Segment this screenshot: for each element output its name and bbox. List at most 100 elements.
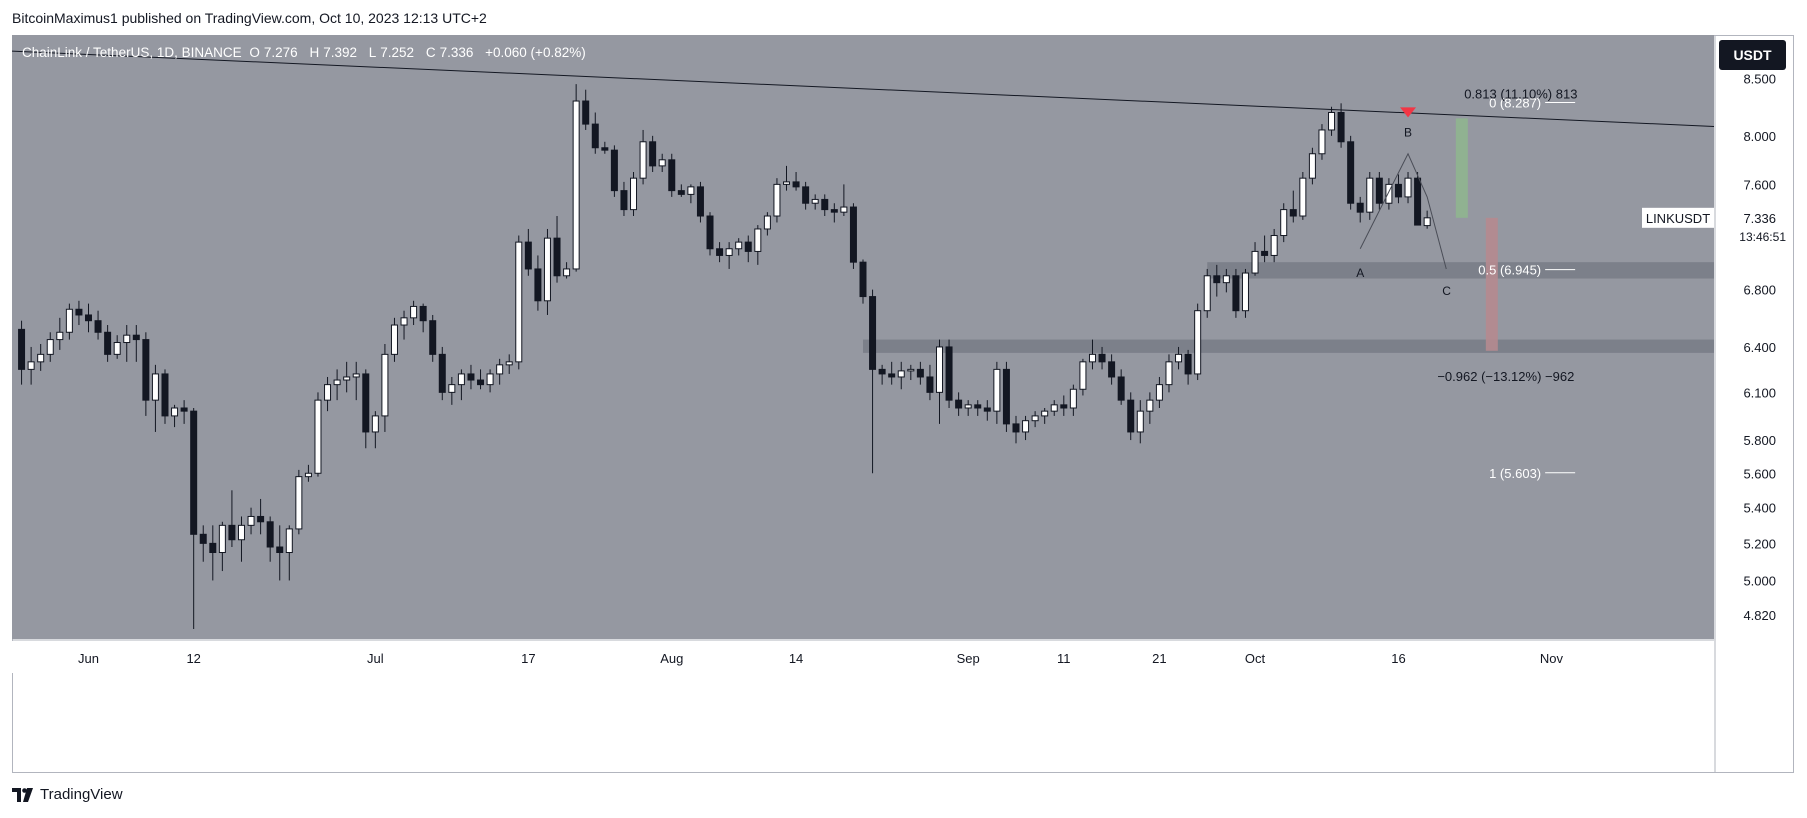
y-axis-tick-label: 5.400 [1743, 501, 1776, 516]
plot-background [12, 35, 1714, 639]
candle [802, 186, 810, 204]
candle [601, 147, 609, 151]
tradingview-logo-icon [12, 787, 33, 802]
symbol-price-tag-label: LINKUSDT [1646, 211, 1710, 226]
footer-brand[interactable]: TradingView [12, 786, 123, 803]
candle [1261, 250, 1269, 256]
y-axis-tick-label: 8.500 [1743, 72, 1776, 87]
candle [352, 373, 360, 378]
y-axis-tick-label: 5.800 [1743, 433, 1776, 448]
candle [1108, 361, 1116, 378]
candle [496, 364, 504, 375]
y-axis-tick-label: 5.200 [1743, 536, 1776, 551]
candle [171, 407, 179, 417]
y-axis-tick-label: 6.400 [1743, 340, 1776, 355]
x-axis-tick-label: Aug [660, 651, 683, 666]
fib-level-label: 0.5 (6.945) [1478, 263, 1541, 278]
candle [1098, 353, 1106, 363]
candle [65, 308, 73, 333]
target-measure-box [1455, 118, 1468, 218]
x-axis-tick-label: Oct [1245, 651, 1266, 666]
candle [763, 215, 771, 230]
candle [1414, 177, 1422, 226]
candle [524, 241, 532, 270]
candle [1050, 404, 1058, 412]
candle [658, 159, 666, 167]
candle [1385, 183, 1393, 204]
candle [1136, 410, 1144, 433]
candle [161, 373, 169, 417]
y-axis-tick-label: 5.000 [1743, 573, 1776, 588]
close-value: C 7.336 [425, 45, 474, 60]
current-price-label: 7.336 [1743, 211, 1776, 226]
candle [199, 533, 207, 544]
candle [1146, 399, 1154, 412]
candle [1394, 183, 1402, 198]
candle [151, 373, 159, 401]
candle [1270, 235, 1278, 256]
candle [639, 141, 647, 179]
candle [1117, 376, 1125, 401]
candle [237, 524, 245, 541]
candle [266, 521, 274, 548]
candle [1155, 384, 1163, 401]
candle [716, 248, 724, 256]
symbol-price-tag [1642, 207, 1714, 228]
abc-wave-path [1359, 152, 1447, 270]
candle [1203, 275, 1211, 312]
candle [228, 524, 236, 541]
candle [792, 181, 800, 188]
candle [371, 415, 379, 433]
candle [1423, 217, 1431, 227]
candle [859, 261, 867, 298]
candle [304, 472, 312, 478]
candlestick-chart[interactable]: A B C 0 (8.287) 0.5 (6.945) 1 (5.603) 0.813 (1… [12, 35, 1794, 773]
candle [840, 206, 848, 213]
y-axis-tick-label: 5.600 [1743, 466, 1776, 481]
support-zone [863, 339, 1714, 353]
support-zone [1207, 262, 1714, 279]
candle [620, 190, 628, 211]
candle [190, 410, 198, 535]
candle [180, 407, 188, 412]
candle [276, 546, 284, 554]
candle [448, 384, 456, 393]
candle [486, 373, 494, 386]
x-axis-tick-label: 12 [186, 651, 200, 666]
candle [27, 361, 35, 370]
x-axis-tick-label: Jul [367, 651, 384, 666]
x-axis-background [12, 641, 1714, 673]
y-axis-tick-label: 8.000 [1743, 129, 1776, 144]
candle-countdown-label: 13:46:51 [1739, 230, 1786, 244]
candle [916, 368, 924, 378]
candle [1347, 141, 1355, 204]
candle [257, 515, 265, 523]
candle [1318, 129, 1326, 155]
candle [1308, 153, 1316, 179]
wave-label-a: A [1356, 266, 1364, 280]
candle [907, 368, 915, 372]
x-axis-tick-label: 17 [521, 651, 535, 666]
candle [1194, 310, 1202, 375]
candle [696, 186, 704, 217]
candle [1060, 404, 1068, 409]
x-axis-tick-label: 11 [1057, 651, 1071, 666]
candle [830, 209, 838, 213]
candle [649, 141, 657, 167]
candle [429, 320, 437, 355]
candle [123, 334, 131, 344]
candle [591, 123, 599, 149]
x-axis-tick-label: Jun [78, 651, 99, 666]
candle [285, 528, 293, 554]
candle [744, 241, 752, 252]
candle [783, 181, 791, 185]
candle [1280, 209, 1288, 237]
currency-badge[interactable]: USDT [1719, 40, 1786, 70]
candle [209, 542, 217, 554]
candle [400, 317, 408, 326]
candle [811, 198, 819, 204]
candle [1175, 353, 1183, 363]
candle [247, 515, 255, 526]
candle [563, 268, 571, 277]
candle [821, 198, 829, 211]
